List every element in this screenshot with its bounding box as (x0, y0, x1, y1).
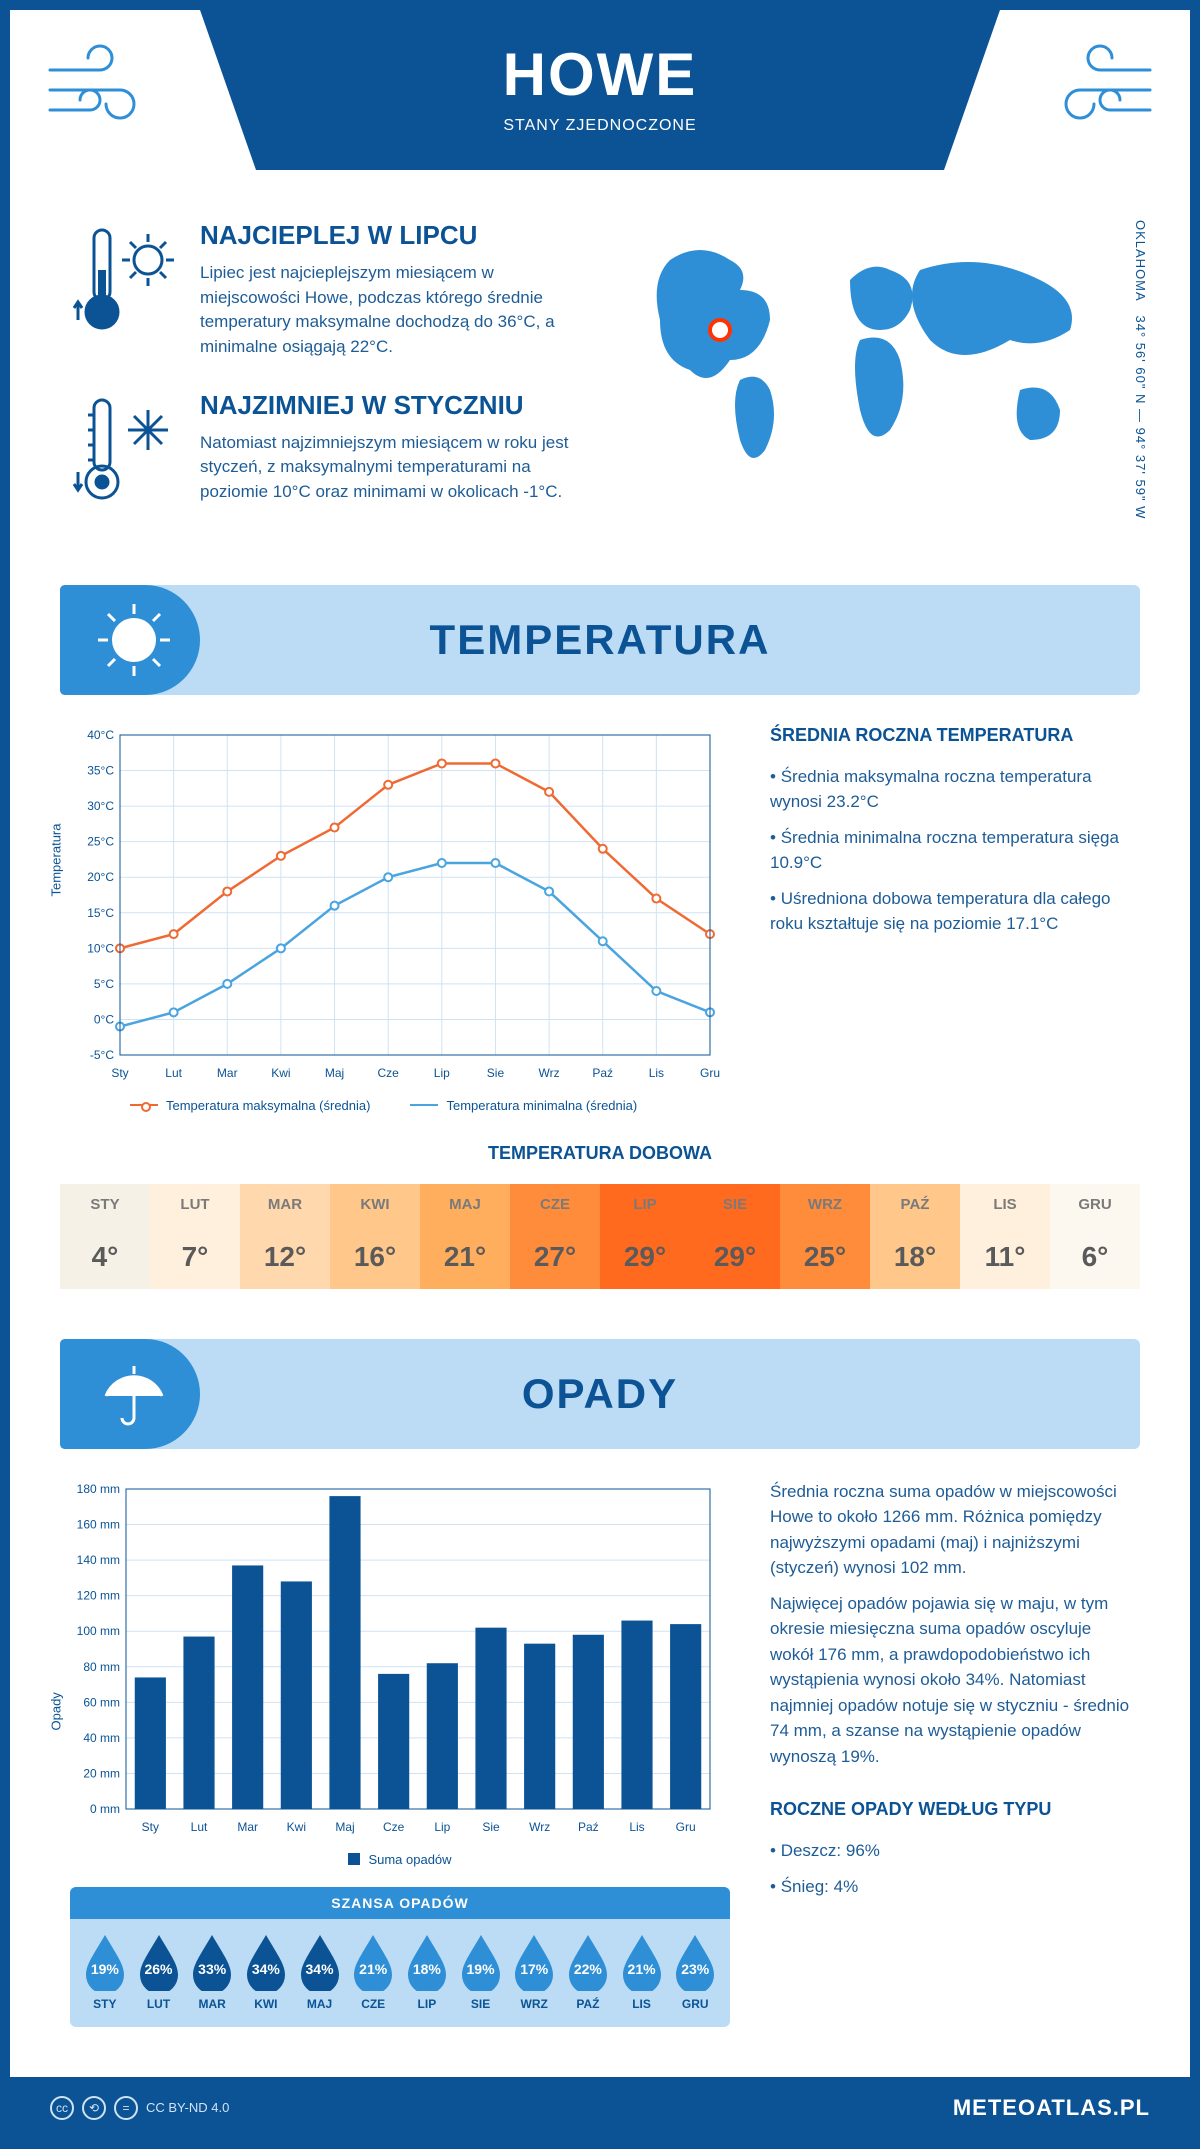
raindrop-icon: 23% (672, 1933, 718, 1991)
raindrop-icon: 17% (511, 1933, 557, 1991)
intro-section: NAJCIEPLEJ W LIPCU Lipiec jest najcieple… (10, 190, 1190, 585)
raindrop-icon: 34% (297, 1933, 343, 1991)
temperature-legend: #lg-max::after{background:#fff;border:2p… (70, 1098, 730, 1113)
temperature-summary: ŚREDNIA ROCZNA TEMPERATURA Średnia maksy… (770, 725, 1130, 1113)
city-title: HOWE (200, 40, 1000, 109)
svg-text:Gru: Gru (700, 1066, 720, 1080)
precipitation-title: OPADY (60, 1370, 1140, 1418)
svg-text:5°C: 5°C (94, 976, 114, 990)
svg-text:35°C: 35°C (87, 763, 114, 777)
svg-text:Maj: Maj (335, 1820, 354, 1834)
cold-text: Natomiast najzimniejszym miesiącem w rok… (200, 431, 570, 505)
svg-text:Mar: Mar (217, 1066, 238, 1080)
svg-text:80 mm: 80 mm (83, 1659, 120, 1673)
coordinates-label: OKLAHOMA 34° 56' 60" N — 94° 37' 59" W (1133, 220, 1148, 519)
raindrop-icon: 19% (82, 1933, 128, 1991)
svg-text:60 mm: 60 mm (83, 1695, 120, 1709)
svg-text:Kwi: Kwi (271, 1066, 290, 1080)
wind-icon (1040, 40, 1160, 145)
temperature-chart: Temperatura -5°C0°C5°C10°C15°C20°C25°C30… (70, 725, 730, 1113)
hot-title: NAJCIEPLEJ W LIPCU (200, 220, 570, 251)
svg-text:15°C: 15°C (87, 905, 114, 919)
svg-text:Cze: Cze (383, 1820, 405, 1834)
hot-text: Lipiec jest najcieplejszym miesiącem w m… (200, 261, 570, 360)
svg-text:Lis: Lis (649, 1066, 664, 1080)
svg-text:Lip: Lip (434, 1820, 450, 1834)
header: HOWE STANY ZJEDNOCZONE (10, 10, 1190, 190)
license-badge: cc ⟲ = CC BY-ND 4.0 (50, 2096, 229, 2120)
site-name: METEOATLAS.PL (953, 2095, 1150, 2121)
svg-text:Sie: Sie (487, 1066, 505, 1080)
svg-text:0 mm: 0 mm (90, 1802, 120, 1816)
svg-text:-5°C: -5°C (90, 1048, 114, 1062)
svg-text:Paź: Paź (578, 1820, 599, 1834)
header-banner: HOWE STANY ZJEDNOCZONE (200, 10, 1000, 170)
raindrop-icon: 21% (350, 1933, 396, 1991)
svg-text:100 mm: 100 mm (77, 1624, 120, 1638)
temperature-banner: TEMPERATURA (60, 585, 1140, 695)
raindrop-icon: 21% (619, 1933, 665, 1991)
precipitation-banner: OPADY (60, 1339, 1140, 1449)
svg-text:180 mm: 180 mm (77, 1482, 120, 1496)
footer: cc ⟲ = CC BY-ND 4.0 METEOATLAS.PL (10, 2077, 1190, 2139)
svg-text:Cze: Cze (378, 1066, 400, 1080)
country-subtitle: STANY ZJEDNOCZONE (200, 117, 1000, 135)
svg-text:30°C: 30°C (87, 799, 114, 813)
svg-text:Lut: Lut (165, 1066, 182, 1080)
svg-text:160 mm: 160 mm (77, 1517, 120, 1531)
svg-text:120 mm: 120 mm (77, 1588, 120, 1602)
precipitation-summary: Średnia roczna suma opadów w miejscowośc… (770, 1479, 1130, 2027)
svg-text:140 mm: 140 mm (77, 1553, 120, 1567)
svg-text:20 mm: 20 mm (83, 1766, 120, 1780)
svg-text:Gru: Gru (676, 1820, 696, 1834)
raindrop-icon: 34% (243, 1933, 289, 1991)
svg-text:Wrz: Wrz (539, 1066, 560, 1080)
raindrop-icon: 26% (136, 1933, 182, 1991)
hot-fact: NAJCIEPLEJ W LIPCU Lipiec jest najcieple… (70, 220, 570, 360)
temperature-title: TEMPERATURA (60, 616, 1140, 664)
world-map: OKLAHOMA 34° 56' 60" N — 94° 37' 59" W (610, 220, 1130, 545)
svg-text:Lip: Lip (434, 1066, 450, 1080)
svg-text:Sty: Sty (142, 1820, 159, 1834)
svg-text:20°C: 20°C (87, 870, 114, 884)
svg-text:0°C: 0°C (94, 1012, 114, 1026)
svg-text:40°C: 40°C (87, 728, 114, 742)
svg-text:40 mm: 40 mm (83, 1730, 120, 1744)
svg-text:Maj: Maj (325, 1066, 344, 1080)
svg-text:Sty: Sty (111, 1066, 128, 1080)
svg-text:Kwi: Kwi (287, 1820, 306, 1834)
raindrop-icon: 19% (458, 1933, 504, 1991)
thermometer-cold-icon (70, 390, 180, 515)
raindrop-icon: 33% (189, 1933, 235, 1991)
svg-text:10°C: 10°C (87, 941, 114, 955)
cold-title: NAJZIMNIEJ W STYCZNIU (200, 390, 570, 421)
precipitation-chart: Opady 0 mm20 mm40 mm60 mm80 mm100 mm120 … (70, 1479, 730, 2027)
thermometer-hot-icon (70, 220, 180, 360)
precipitation-chance-strip: SZANSA OPADÓW 19%STY 26%LUT 33%MAR 34%KW… (70, 1887, 730, 2027)
daily-temperature-strip: TEMPERATURA DOBOWA STYLUTMARKWIMAJCZELIP… (10, 1143, 1190, 1339)
wind-icon (40, 40, 160, 145)
precipitation-legend: Suma opadów (70, 1852, 730, 1867)
svg-text:25°C: 25°C (87, 834, 114, 848)
svg-text:Wrz: Wrz (529, 1820, 550, 1834)
svg-text:Sie: Sie (482, 1820, 500, 1834)
svg-text:Lis: Lis (629, 1820, 644, 1834)
raindrop-icon: 18% (404, 1933, 450, 1991)
svg-text:Lut: Lut (191, 1820, 208, 1834)
raindrop-icon: 22% (565, 1933, 611, 1991)
cold-fact: NAJZIMNIEJ W STYCZNIU Natomiast najzimni… (70, 390, 570, 515)
svg-text:Paź: Paź (592, 1066, 613, 1080)
svg-text:Mar: Mar (237, 1820, 258, 1834)
